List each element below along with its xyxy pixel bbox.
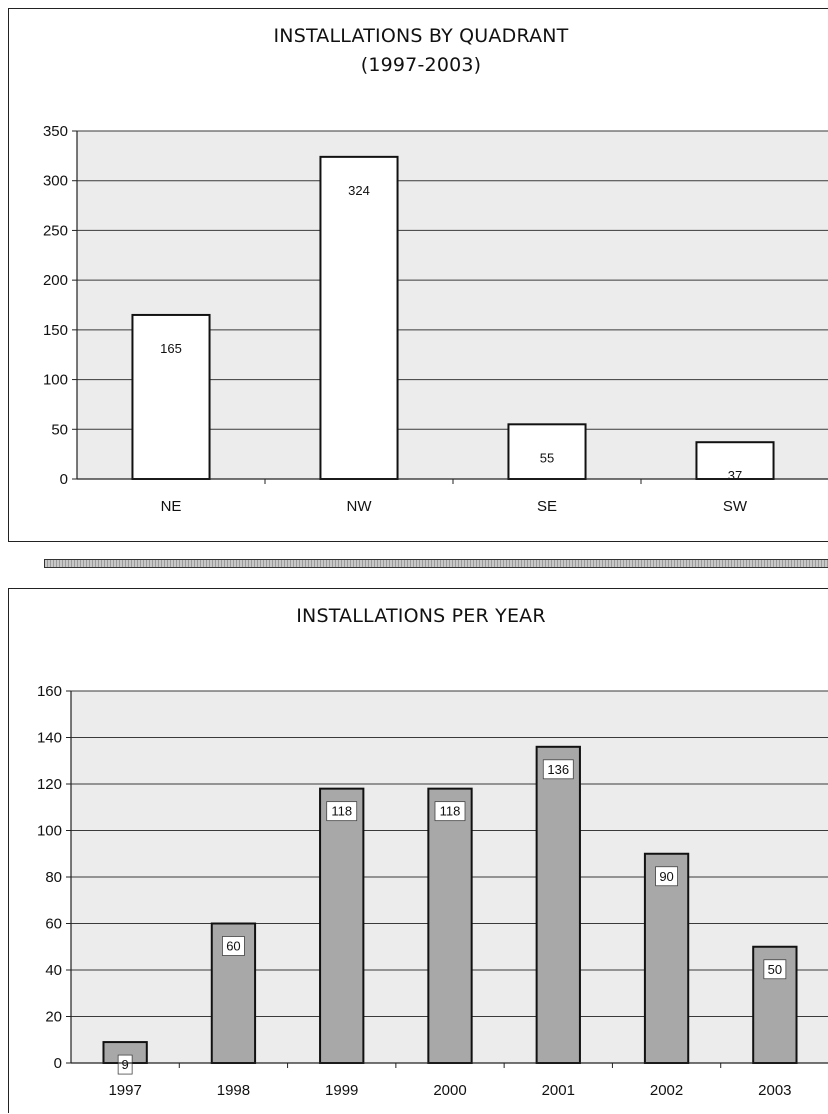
quadrant-y-tick-label: 150	[43, 322, 68, 339]
quadrant-y-tick-label: 200	[43, 272, 68, 289]
yearly-bar-2002	[643, 852, 690, 1064]
quadrant-chart-title: INSTALLATIONS BY QUADRANT	[273, 25, 569, 47]
quadrant-y-tick-label: 350	[43, 123, 68, 140]
yearly-data-label-1998: 60	[226, 939, 240, 954]
yearly-chart-panel: INSTALLATIONS PER YEAR 0 20 40 60 80 100 120 14…	[8, 588, 828, 1113]
yearly-bar-1999	[319, 787, 365, 1064]
quadrant-bar-nw	[319, 155, 399, 480]
yearly-x-tick-label-1998: 1998	[217, 1082, 250, 1099]
yearly-data-label-2000: 118	[440, 804, 461, 819]
quadrant-bar-chart: 0 50 100 150 200 250 300 350 165 NE 324 NW 55 SE 37 SW	[43, 123, 828, 515]
quadrant-x-tick-label-sw: SW	[723, 498, 748, 515]
quadrant-bar-sw	[695, 441, 775, 480]
yearly-y-tick-label: 20	[45, 1009, 62, 1026]
yearly-data-label-box	[763, 959, 787, 980]
yearly-bar-chart: 0 20 40 60 80 100 120 140 160 9 1997 60 1998 118 1999 1…	[37, 683, 828, 1099]
yearly-y-tick-label: 140	[37, 730, 62, 747]
yearly-data-label-box	[542, 759, 574, 780]
yearly-bar-2001	[535, 745, 581, 1065]
yearly-chart-title: INSTALLATIONS PER YEAR	[296, 605, 546, 627]
quadrant-y-tick-label: 250	[43, 222, 68, 239]
yearly-data-label-2003: 50	[768, 962, 782, 977]
yearly-data-label-1997: 9	[122, 1057, 129, 1072]
yearly-data-label-2001: 136	[547, 762, 569, 777]
quadrant-data-label-nw: 324	[348, 183, 370, 198]
yearly-data-label-box	[655, 866, 678, 887]
quadrant-data-label-sw: 37	[728, 468, 742, 483]
yearly-x-tick-label-1997: 1997	[108, 1082, 141, 1099]
quadrant-y-tick-label: 0	[60, 471, 68, 488]
section-divider	[44, 559, 828, 568]
yearly-y-tick-label: 80	[45, 869, 62, 886]
quadrant-chart-subtitle: (1997-2003)	[360, 54, 482, 76]
quadrant-x-tick-label-ne: NE	[161, 498, 182, 515]
quadrant-bar-ne	[131, 313, 211, 481]
quadrant-y-tick-label: 50	[51, 421, 68, 438]
yearly-y-tick-label: 60	[45, 916, 62, 933]
yearly-data-label-box	[222, 936, 245, 956]
quadrant-x-tick-label-nw: NW	[347, 498, 373, 515]
yearly-x-tick-label-2002: 2002	[650, 1082, 683, 1099]
yearly-y-tick-label: 40	[45, 962, 62, 979]
quadrant-data-label-ne: 165	[160, 341, 182, 356]
yearly-data-label-box	[434, 801, 466, 822]
yearly-data-label-2002: 90	[659, 869, 673, 884]
yearly-y-tick-label: 0	[54, 1055, 62, 1072]
quadrant-data-label-se: 55	[540, 450, 554, 465]
yearly-y-tick-label: 160	[37, 683, 62, 700]
yearly-data-label-1999: 118	[331, 804, 352, 819]
yearly-x-tick-label-2003: 2003	[758, 1082, 791, 1099]
quadrant-bar-se	[507, 423, 587, 481]
yearly-x-tick-label-2001: 2001	[542, 1082, 575, 1099]
quadrant-x-tick-label-se: SE	[537, 498, 557, 515]
quadrant-y-tick-label: 100	[43, 372, 68, 389]
yearly-y-tick-label: 100	[37, 823, 62, 840]
yearly-data-label-box	[326, 801, 358, 822]
yearly-x-tick-label-2000: 2000	[433, 1082, 466, 1099]
quadrant-chart-panel: INSTALLATIONS BY QUADRANT (1997-2003) 0 5…	[8, 8, 828, 542]
yearly-y-tick-label: 120	[37, 776, 62, 793]
yearly-bar-2000	[427, 787, 473, 1064]
yearly-data-label-box	[117, 1054, 133, 1075]
yearly-x-tick-label-1999: 1999	[325, 1082, 358, 1099]
quadrant-y-tick-label: 300	[43, 173, 68, 190]
